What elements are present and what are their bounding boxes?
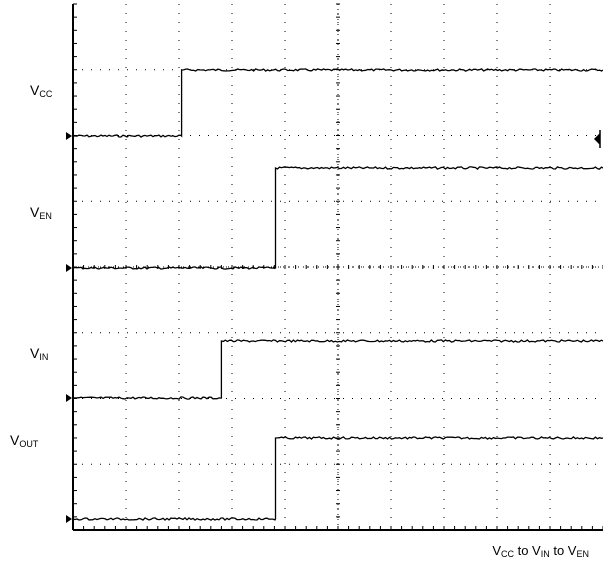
trace-out [72, 436, 603, 521]
chart-caption: VCC to VIN to VEN [492, 543, 589, 559]
label-vcc: VCC [30, 82, 53, 99]
ground-marker-out [66, 515, 72, 523]
trace-en [72, 166, 603, 270]
channel-markers [66, 130, 601, 523]
trace-cc [73, 68, 603, 138]
ground-marker-cc [66, 132, 72, 140]
label-ven: VEN [30, 204, 52, 221]
label-vin: VIN [30, 345, 49, 362]
ground-marker-en [66, 264, 72, 272]
trigger-marker [594, 133, 600, 145]
trace-in [72, 339, 603, 400]
label-vout: VOUT [10, 432, 39, 449]
ground-marker-in [66, 394, 72, 402]
traces [72, 68, 603, 521]
